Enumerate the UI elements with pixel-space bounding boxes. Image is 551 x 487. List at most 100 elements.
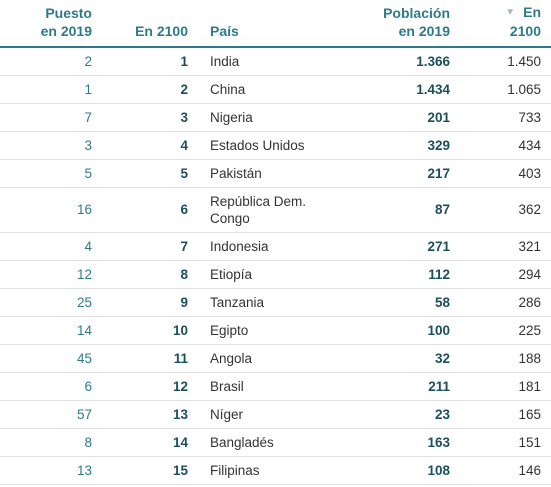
rank-2019-cell: 4 — [0, 232, 102, 261]
country-cell: India — [204, 47, 344, 76]
rank-2100-cell: 15 — [102, 456, 204, 485]
table-row: 57 13 Níger 23 165 — [0, 400, 551, 429]
country-cell: Bangladés — [204, 428, 344, 457]
pop-2019-cell: 163 — [344, 428, 456, 457]
country-cell: Pakistán — [204, 159, 344, 188]
pop-2019-cell: 211 — [344, 372, 456, 401]
pop-2019-cell: 87 — [344, 187, 456, 233]
pop-2019-cell: 1.434 — [344, 75, 456, 104]
country-cell: Etiopía — [204, 260, 344, 289]
rank-2100-cell: 13 — [102, 400, 204, 429]
pop-2019-cell: 1.366 — [344, 47, 456, 76]
pop-2100-cell: 225 — [456, 316, 551, 345]
country-cell: China — [204, 75, 344, 104]
table-row: 25 9 Tanzania 58 286 — [0, 288, 551, 317]
pop-2019-cell: 58 — [344, 288, 456, 317]
country-cell: República Dem. Congo — [204, 187, 344, 233]
header-rank-2100[interactable]: En 2100 — [102, 0, 204, 48]
rank-2019-cell: 2 — [0, 47, 102, 76]
rank-2100-cell: 3 — [102, 103, 204, 132]
pop-2100-cell: 434 — [456, 131, 551, 160]
pop-2019-cell: 112 — [344, 260, 456, 289]
pop-2019-cell: 271 — [344, 232, 456, 261]
pop-2019-cell: 32 — [344, 344, 456, 373]
rank-2019-cell: 13 — [0, 456, 102, 485]
table-row: 4 7 Indonesia 271 321 — [0, 232, 551, 261]
rank-2019-cell: 16 — [0, 187, 102, 233]
rank-2100-cell: 14 — [102, 428, 204, 457]
pop-2100-cell: 151 — [456, 428, 551, 457]
pop-2100-cell: 362 — [456, 187, 551, 233]
pop-2019-cell: 201 — [344, 103, 456, 132]
country-cell: Estados Unidos — [204, 131, 344, 160]
header-rank-2019-line1: Puesto — [45, 5, 92, 21]
country-cell: Tanzania — [204, 288, 344, 317]
pop-2019-cell: 217 — [344, 159, 456, 188]
table-row: 7 3 Nigeria 201 733 — [0, 103, 551, 132]
pop-2100-cell: 733 — [456, 103, 551, 132]
pop-2100-cell: 1.450 — [456, 47, 551, 76]
pop-2019-cell: 23 — [344, 400, 456, 429]
rank-2019-cell: 7 — [0, 103, 102, 132]
pop-2100-cell: 165 — [456, 400, 551, 429]
table-row: 5 5 Pakistán 217 403 — [0, 159, 551, 188]
pop-2100-cell: 1.065 — [456, 75, 551, 104]
table-row: 14 10 Egipto 100 225 — [0, 316, 551, 345]
header-pop-2019[interactable]: Población en 2019 — [344, 0, 456, 48]
header-country-label: País — [210, 23, 239, 39]
table-row: 8 14 Bangladés 163 151 — [0, 428, 551, 457]
rank-2019-cell: 3 — [0, 131, 102, 160]
header-pop-2100-line1: En — [523, 4, 541, 20]
table-row: 16 6 República Dem. Congo 87 362 — [0, 187, 551, 233]
header-rank-2019[interactable]: Puesto en 2019 — [0, 0, 102, 48]
table-row: 1 2 China 1.434 1.065 — [0, 75, 551, 104]
table-row: 3 4 Estados Unidos 329 434 — [0, 131, 551, 160]
rank-2019-cell: 45 — [0, 344, 102, 373]
header-row: Puesto en 2019 En 2100 País Población en… — [0, 0, 551, 48]
country-cell: Indonesia — [204, 232, 344, 261]
pop-2100-cell: 403 — [456, 159, 551, 188]
rank-2100-cell: 8 — [102, 260, 204, 289]
pop-2019-cell: 108 — [344, 456, 456, 485]
sort-descending-icon[interactable]: ▼ — [505, 7, 516, 18]
rank-2019-cell: 1 — [0, 75, 102, 104]
rank-2100-cell: 10 — [102, 316, 204, 345]
rank-2019-cell: 12 — [0, 260, 102, 289]
table-header: Puesto en 2019 En 2100 País Población en… — [0, 0, 551, 48]
rank-2019-cell: 25 — [0, 288, 102, 317]
rank-2019-cell: 8 — [0, 428, 102, 457]
pop-2100-cell: 188 — [456, 344, 551, 373]
country-cell: Angola — [204, 344, 344, 373]
country-cell: Filipinas — [204, 456, 344, 485]
rank-2100-cell: 7 — [102, 232, 204, 261]
rank-2019-cell: 57 — [0, 400, 102, 429]
header-rank-2100-label: En 2100 — [135, 23, 188, 39]
country-cell: Egipto — [204, 316, 344, 345]
rank-2100-cell: 4 — [102, 131, 204, 160]
pop-2100-cell: 286 — [456, 288, 551, 317]
header-pop-2100-line2: 2100 — [509, 23, 541, 39]
table-body: 2 1 India 1.366 1.450 1 2 China 1.434 1.065 7 3 Nige… — [0, 47, 551, 485]
rank-2100-cell: 2 — [102, 75, 204, 104]
header-pop-2019-line2: en 2019 — [398, 23, 450, 39]
table-row: 6 12 Brasil 211 181 — [0, 372, 551, 401]
rank-2100-cell: 11 — [102, 344, 204, 373]
header-rank-2019-line2: en 2019 — [40, 23, 92, 39]
pop-2100-cell: 146 — [456, 456, 551, 485]
rank-2019-cell: 14 — [0, 316, 102, 345]
header-pop-2019-line1: Población — [383, 5, 450, 21]
pop-2019-cell: 329 — [344, 131, 456, 160]
pop-2100-cell: 294 — [456, 260, 551, 289]
rank-2019-cell: 6 — [0, 372, 102, 401]
header-country[interactable]: País — [204, 0, 344, 48]
country-cell: Nigeria — [204, 103, 344, 132]
table-row: 12 8 Etiopía 112 294 — [0, 260, 551, 289]
table-row: 13 15 Filipinas 108 146 — [0, 456, 551, 485]
rank-2019-cell: 5 — [0, 159, 102, 188]
rank-2100-cell: 1 — [102, 47, 204, 76]
header-pop-2100[interactable]: ▼ En 2100 — [456, 0, 551, 48]
rank-2100-cell: 5 — [102, 159, 204, 188]
pop-2100-cell: 181 — [456, 372, 551, 401]
country-cell: Brasil — [204, 372, 344, 401]
